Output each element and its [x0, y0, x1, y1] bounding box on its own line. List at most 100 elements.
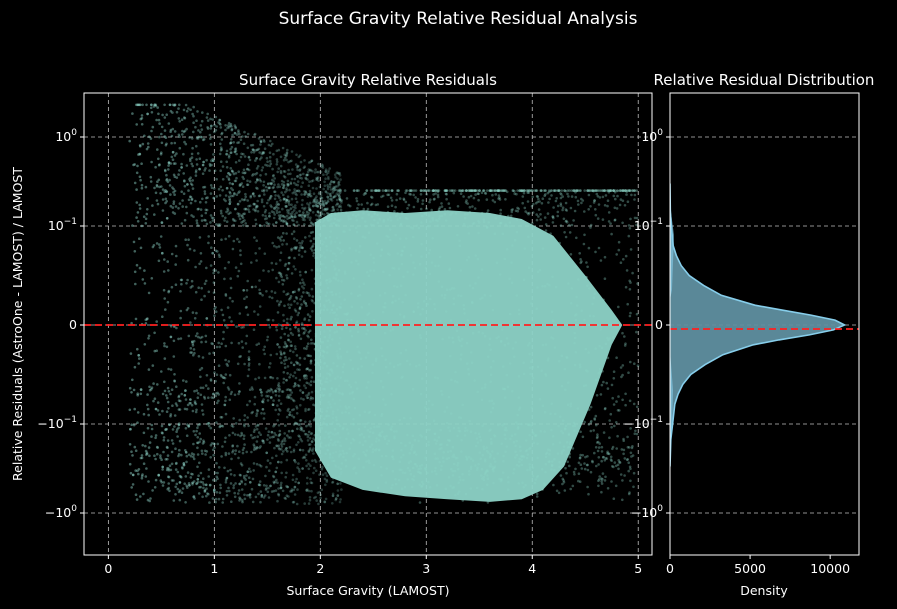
scatter-point [501, 232, 505, 236]
scatter-point [628, 288, 632, 291]
scatter-point [306, 170, 310, 174]
scatter-point [140, 224, 144, 228]
scatter-point [316, 409, 319, 412]
scatter-point [266, 335, 270, 339]
scatter-point [424, 467, 428, 471]
scatter-point [391, 483, 394, 487]
scatter-point [156, 446, 159, 449]
scatter-point [233, 192, 236, 195]
scatter-point [561, 482, 564, 486]
scatter-point [268, 159, 272, 163]
scatter-point [314, 358, 317, 362]
scatter-point [518, 408, 521, 411]
scatter-point [293, 300, 296, 303]
scatter-point [539, 189, 542, 192]
scatter-point [596, 217, 600, 220]
scatter-point [332, 362, 335, 365]
scatter-point [356, 320, 359, 323]
scatter-point [530, 189, 533, 192]
scatter-point [262, 269, 265, 272]
scatter-point [199, 480, 203, 484]
scatter-point [241, 185, 245, 188]
scatter-point [205, 196, 208, 200]
scatter-point [298, 363, 302, 367]
scatter-point [461, 189, 464, 192]
scatter-point [255, 446, 259, 449]
scatter-point [521, 454, 525, 458]
scatter-point [536, 286, 539, 289]
scatter-point [163, 168, 167, 172]
scatter-point [222, 330, 225, 334]
scatter-point [606, 487, 610, 490]
scatter-point [380, 248, 384, 252]
scatter-point [592, 296, 596, 300]
scatter-point [222, 337, 225, 341]
scatter-point [312, 380, 316, 384]
scatter-point [238, 200, 242, 203]
scatter-point [254, 149, 257, 152]
scatter-point [226, 386, 230, 389]
scatter-point [230, 457, 233, 461]
scatter-point [186, 486, 189, 489]
scatter-point [282, 186, 285, 190]
scatter-point [165, 173, 168, 177]
scatter-point [507, 214, 510, 218]
scatter-points [128, 103, 640, 506]
scatter-point [537, 197, 540, 201]
scatter-point [480, 211, 484, 215]
scatter-point [135, 171, 139, 175]
scatter-point [268, 155, 272, 159]
scatter-point [234, 126, 237, 130]
scatter-point [399, 362, 402, 366]
scatter-point [565, 441, 569, 444]
scatter-point [165, 396, 169, 400]
scatter-point [199, 208, 203, 211]
scatter-point [431, 403, 434, 407]
scatter-point [229, 151, 232, 155]
scatter-point [167, 290, 170, 294]
scatter-point [256, 178, 259, 182]
scatter-point [329, 431, 332, 434]
scatter-point [497, 335, 500, 339]
scatter-point [358, 414, 362, 417]
scatter-point [276, 444, 279, 448]
scatter-point [293, 493, 297, 496]
scatter-point [199, 336, 202, 340]
scatter-point [364, 220, 367, 223]
scatter-point [468, 473, 471, 476]
scatter-point [224, 481, 228, 484]
scatter-point [367, 380, 370, 384]
scatter-point [193, 317, 197, 320]
scatter-point [621, 364, 625, 367]
scatter-point [321, 208, 325, 212]
scatter-point [238, 217, 242, 221]
scatter-point [271, 403, 275, 407]
scatter-point [171, 103, 175, 107]
scatter-point [283, 432, 287, 435]
scatter-point [303, 159, 306, 162]
scatter-point [321, 272, 325, 276]
scatter-point [256, 178, 259, 182]
scatter-point [186, 258, 190, 262]
scatter-point [155, 445, 159, 449]
scatter-point [193, 400, 197, 403]
scatter-point [210, 186, 214, 190]
scatter-point [173, 212, 177, 215]
scatter-point [617, 240, 621, 244]
scatter-point [339, 436, 342, 439]
scatter-point [207, 422, 210, 425]
scatter-point [317, 170, 320, 174]
scatter-point [579, 453, 582, 457]
scatter-point [274, 470, 278, 474]
scatter-point [544, 455, 548, 459]
scatter-point [498, 196, 501, 199]
scatter-point [201, 386, 205, 390]
scatter-point [325, 173, 329, 176]
scatter-point [200, 403, 204, 406]
scatter-point [515, 463, 519, 467]
scatter-point [294, 247, 298, 250]
scatter-point [621, 398, 624, 402]
scatter-point [525, 189, 529, 192]
scatter-point [149, 497, 152, 500]
scatter-point [419, 392, 423, 396]
